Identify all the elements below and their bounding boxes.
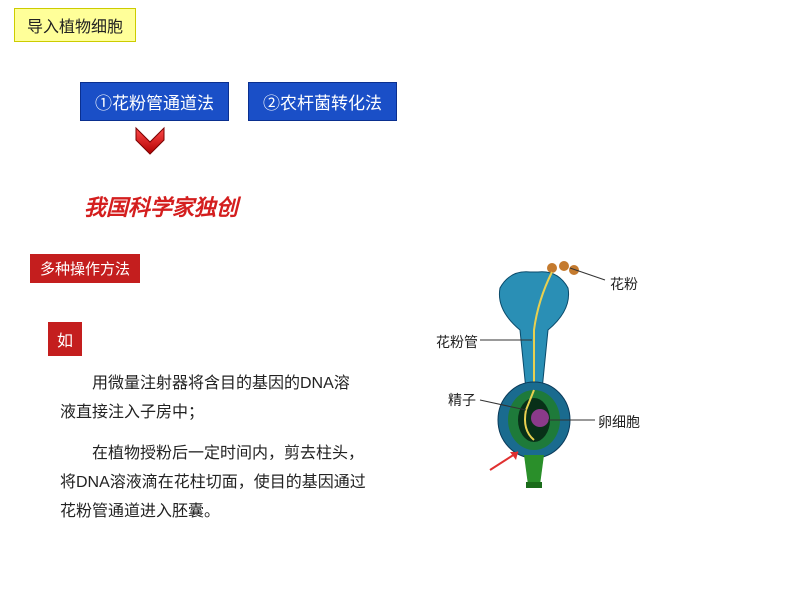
label-pollen: 花粉 [610,274,638,294]
pistil-diagram: 花粉 花粉管 精子 卵细胞 [420,260,690,510]
example-marker-label: 如 [57,327,73,351]
label-sperm: 精子 [448,390,476,410]
section-tag: 多种操作方法 [30,254,140,283]
highlight-text: 我国科学家独创 [84,190,238,222]
label-pollen-tube: 花粉管 [436,332,478,352]
page-title: 导入植物细胞 [27,19,123,36]
section-tag-label: 多种操作方法 [40,261,130,278]
label-egg-cell: 卵细胞 [598,412,640,432]
method-1-label: ①花粉管通道法 [95,94,214,113]
down-arrow-icon [130,122,170,162]
method-2-label: ②农杆菌转化法 [263,94,382,113]
example-marker: 如 [48,322,82,356]
method-2-box: ②农杆菌转化法 [248,82,397,121]
method-1-box: ①花粉管通道法 [80,82,229,121]
page-title-box: 导入植物细胞 [14,8,136,42]
paragraph-1: 用微量注射器将含目的基因的DNA溶液直接注入子房中； [60,370,360,428]
paragraph-2: 在植物授粉后一定时间内，剪去柱头，将DNA溶液滴在花柱切面，使目的基因通过花粉管… [60,440,370,526]
